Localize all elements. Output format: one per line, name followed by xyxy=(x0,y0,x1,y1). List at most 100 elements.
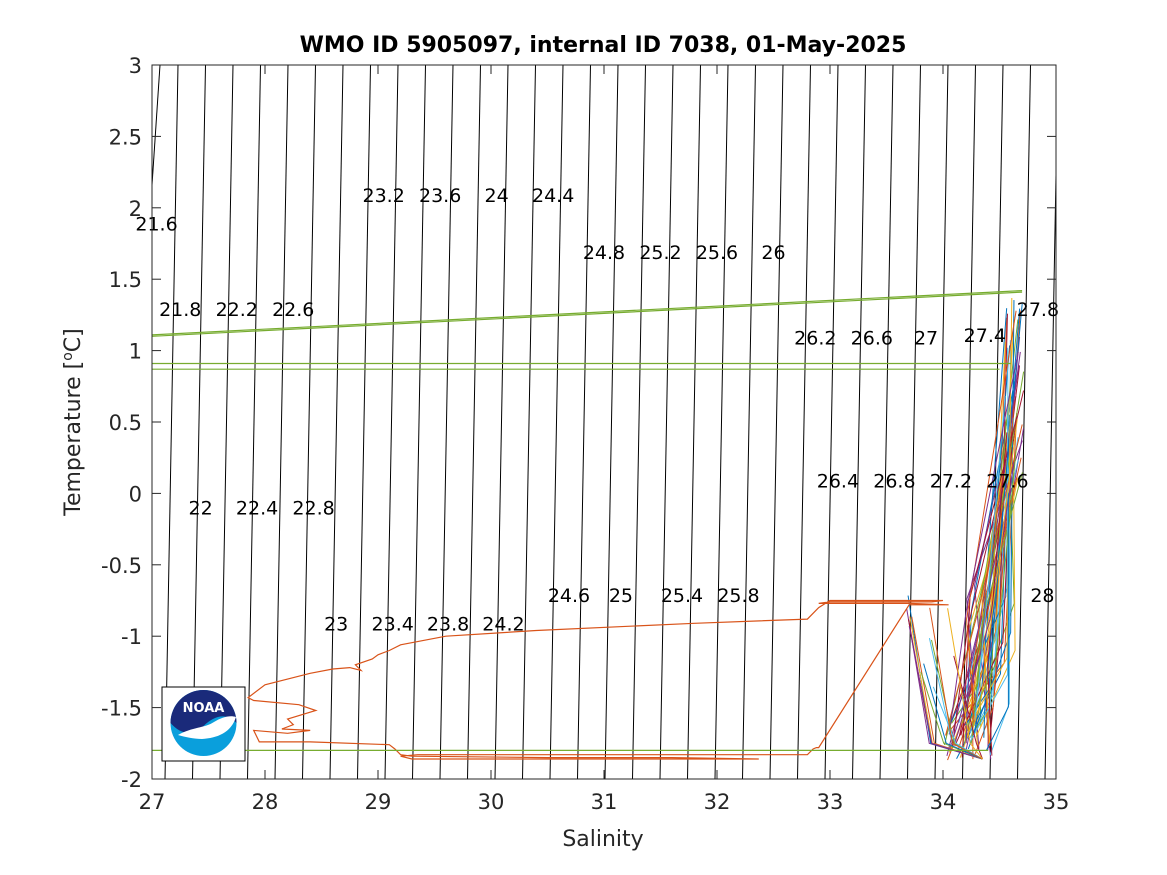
series-line xyxy=(246,599,949,760)
isopycnal-label: 21.6 xyxy=(135,214,177,236)
profile-line xyxy=(985,492,1009,752)
x-tick-label: 33 xyxy=(817,790,844,814)
x-tick-label: 27 xyxy=(139,790,166,814)
isopycnal-label: 26 xyxy=(761,242,785,264)
isopycnal-line xyxy=(879,65,894,779)
y-tick-label: 0 xyxy=(129,482,142,506)
y-tick-label: 2.5 xyxy=(109,125,142,149)
isopycnal-line xyxy=(742,65,756,779)
isopycnal-line xyxy=(852,65,866,779)
isopycnal-label: 28 xyxy=(1030,585,1054,607)
isopycnal-label: 25.6 xyxy=(696,242,738,264)
isopycnal-lines xyxy=(152,65,1056,779)
isopycnal-label: 22.2 xyxy=(216,299,258,321)
isopycnal-line xyxy=(549,65,564,779)
y-tick-label: 0.5 xyxy=(109,411,142,435)
isopycnal-label: 23 xyxy=(324,613,348,635)
profile-line xyxy=(981,422,1011,746)
y-tick-label: 2 xyxy=(129,197,142,221)
isopycnal-line xyxy=(274,65,289,779)
chart-title: WMO ID 5905097, internal ID 7038, 01-May… xyxy=(300,33,907,58)
isopycnal-label: 23.8 xyxy=(427,613,469,635)
isopycnal-line xyxy=(577,65,591,779)
y-tick-label: 1.5 xyxy=(109,268,142,292)
profile-line xyxy=(974,395,1006,726)
isopycnal-line xyxy=(907,65,921,779)
isopycnal-line xyxy=(824,65,839,779)
profile-line xyxy=(988,313,1008,749)
isopycnal-label: 25.8 xyxy=(717,585,759,607)
profile-line xyxy=(932,686,983,760)
isopycnal-line xyxy=(659,65,674,779)
isopycnal-line xyxy=(494,65,509,779)
y-tick-label: 3 xyxy=(129,54,142,78)
isopycnal-label: 26.6 xyxy=(851,328,893,350)
isopycnal-label: 27.2 xyxy=(930,471,972,493)
isopycnal-line xyxy=(384,65,399,779)
isopycnal-line xyxy=(797,65,811,779)
isopycnal-line xyxy=(604,65,619,779)
x-axis-label: Salinity xyxy=(562,827,643,852)
profile-line xyxy=(954,462,1015,743)
profile-line xyxy=(972,419,1018,728)
noaa-logo-icon: NOAA xyxy=(161,686,246,762)
profile-line xyxy=(966,310,1017,725)
svg-text:NOAA: NOAA xyxy=(183,701,225,716)
series-line xyxy=(152,290,1023,336)
profile-bundle xyxy=(906,297,1025,761)
isopycnal-label: 26.8 xyxy=(873,471,915,493)
isopycnal-label: 23.6 xyxy=(419,185,461,207)
profile-line xyxy=(953,655,984,760)
profile-line xyxy=(947,608,983,760)
y-axis-label: Temperature [oC] xyxy=(60,328,86,516)
isopycnal-label: 27.6 xyxy=(986,471,1028,493)
series-lines xyxy=(152,290,1023,760)
isopycnal-label: 25 xyxy=(609,585,633,607)
profile-line xyxy=(970,297,1013,725)
isopycnal-label: 22.6 xyxy=(272,299,314,321)
isopycnal-label: 24.8 xyxy=(583,242,625,264)
isopycnal-label: 22.8 xyxy=(292,498,334,520)
isopycnal-label: 26.4 xyxy=(817,471,859,493)
profile-line xyxy=(923,663,983,760)
isopycnal-line xyxy=(714,65,729,779)
profile-line xyxy=(967,450,1017,726)
profile-line xyxy=(929,607,983,760)
x-tick-label: 30 xyxy=(478,790,505,814)
y-tick-label: 1 xyxy=(129,340,142,364)
isopycnal-line xyxy=(302,65,316,779)
x-tick-label: 29 xyxy=(365,790,392,814)
y-tick-labels: -2 -1.5 -1 -0.5 0 0.5 1 1.5 2 2.5 3 xyxy=(101,54,142,792)
isopycnal-line xyxy=(467,65,481,779)
x-tick-labels: 27 28 29 30 31 32 33 34 35 xyxy=(139,790,1070,814)
isopycnal-label: 24.4 xyxy=(532,185,574,207)
y-tick-label: -0.5 xyxy=(101,554,142,578)
profile-line xyxy=(908,626,983,760)
profile-line xyxy=(987,432,1008,756)
x-tick-label: 32 xyxy=(704,790,731,814)
profile-line xyxy=(944,479,1008,746)
isopycnal-label: 27.4 xyxy=(964,325,1006,347)
isopycnal-label: 22 xyxy=(188,498,212,520)
isopycnal-line xyxy=(1017,65,1031,779)
isopycnal-line xyxy=(219,65,234,779)
isopycnal-line xyxy=(687,65,701,779)
isopycnal-line xyxy=(934,65,949,779)
plot-area xyxy=(152,65,1056,779)
axes xyxy=(151,64,1057,780)
y-tick-label: -2 xyxy=(121,768,142,792)
isopycnal-label: 27.8 xyxy=(1017,299,1059,321)
isopycnal-label: 25.4 xyxy=(661,585,703,607)
series-line xyxy=(152,291,1023,337)
isopycnal-label: 23.4 xyxy=(372,613,414,635)
isopycnal-labels: 21.6 21.8 22.2 22.6 22 22.4 22.8 23 23.4 23.8 24.2… xyxy=(135,185,1059,635)
isopycnal-label: 21.8 xyxy=(159,299,201,321)
isopycnal-line xyxy=(357,65,371,779)
isopycnal-line xyxy=(439,65,454,779)
isopycnal-label: 27 xyxy=(914,328,938,350)
isopycnal-label: 25.2 xyxy=(639,242,681,264)
isopycnal-label: 22.4 xyxy=(236,498,278,520)
isopycnal-line xyxy=(522,65,536,779)
isopycnal-line xyxy=(769,65,784,779)
isopycnal-line xyxy=(247,65,261,779)
